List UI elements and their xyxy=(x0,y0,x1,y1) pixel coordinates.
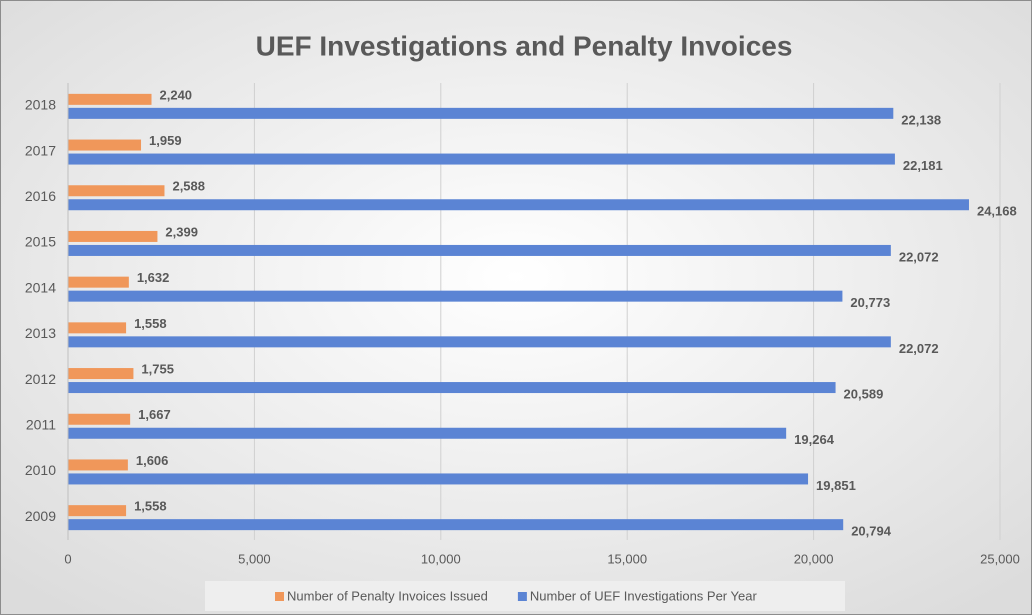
value-label: 1,606 xyxy=(136,453,169,468)
y-tick-label: 2017 xyxy=(25,142,56,158)
value-label: 1,558 xyxy=(134,316,167,331)
y-tick-label: 2009 xyxy=(25,508,56,524)
x-tick-label: 5,000 xyxy=(238,551,271,566)
value-label: 22,072 xyxy=(899,249,939,264)
bar xyxy=(68,199,969,211)
bar xyxy=(68,93,152,105)
bar xyxy=(68,276,129,288)
value-label: 20,589 xyxy=(844,386,884,401)
bar xyxy=(68,230,158,242)
bar xyxy=(68,382,836,394)
value-label: 1,667 xyxy=(138,407,171,422)
bar xyxy=(68,519,844,531)
legend-label: Number of Penalty Invoices Issued xyxy=(287,588,488,603)
y-tick-label: 2012 xyxy=(25,371,56,387)
bar xyxy=(68,107,894,119)
x-tick-label: 25,000 xyxy=(980,551,1020,566)
legend-label: Number of UEF Investigations Per Year xyxy=(530,588,758,603)
value-label: 1,959 xyxy=(149,133,182,148)
bar xyxy=(68,413,131,425)
value-label: 2,588 xyxy=(172,179,205,194)
value-label: 20,773 xyxy=(850,295,890,310)
bar xyxy=(68,336,891,348)
value-label: 19,851 xyxy=(816,478,856,493)
value-label: 2,240 xyxy=(160,87,193,102)
y-tick-label: 2018 xyxy=(25,97,56,113)
y-tick-label: 2015 xyxy=(25,234,56,250)
bar xyxy=(68,459,128,471)
bar xyxy=(68,505,127,517)
bar xyxy=(68,473,809,485)
value-label: 1,558 xyxy=(134,499,167,514)
bar xyxy=(68,139,142,151)
value-label: 19,264 xyxy=(794,432,835,447)
bar xyxy=(68,322,127,334)
y-tick-label: 2014 xyxy=(25,279,56,295)
y-tick-label: 2010 xyxy=(25,462,56,478)
legend-swatch xyxy=(275,592,284,601)
bar xyxy=(68,185,165,197)
y-tick-label: 2011 xyxy=(26,416,56,432)
bar xyxy=(68,153,895,165)
x-tick-label: 0 xyxy=(64,551,71,566)
legend-swatch xyxy=(517,592,527,601)
value-label: 1,755 xyxy=(141,361,174,376)
value-label: 2,399 xyxy=(165,224,198,239)
value-label: 1,632 xyxy=(137,270,170,285)
bar xyxy=(68,368,134,380)
value-label: 22,072 xyxy=(899,341,939,356)
x-tick-label: 20,000 xyxy=(794,551,834,566)
y-tick-label: 2016 xyxy=(25,188,56,204)
bar xyxy=(68,290,843,302)
bar xyxy=(68,427,787,439)
value-label: 22,138 xyxy=(901,112,941,127)
x-tick-label: 10,000 xyxy=(421,551,461,566)
y-tick-label: 2013 xyxy=(25,325,56,341)
x-tick-label: 15,000 xyxy=(607,551,647,566)
bar xyxy=(68,244,891,256)
value-label: 22,181 xyxy=(903,158,943,173)
value-label: 24,168 xyxy=(977,204,1017,219)
value-label: 20,794 xyxy=(851,524,892,539)
chart-title: UEF Investigations and Penalty Invoices xyxy=(256,30,793,61)
